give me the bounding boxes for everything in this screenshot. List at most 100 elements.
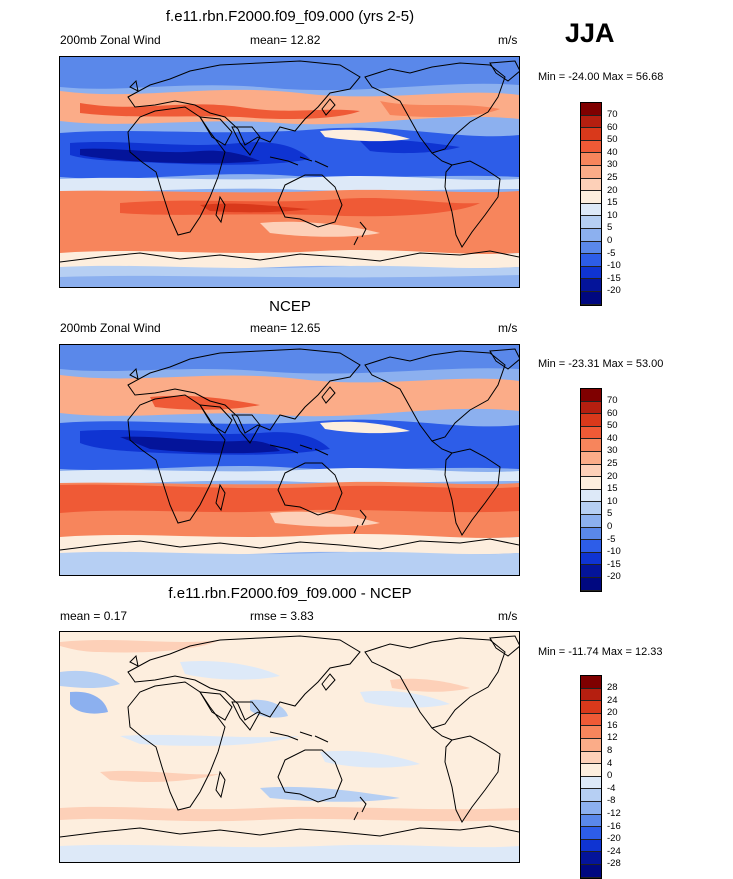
panel-3-swatch [581,839,601,853]
panel-3-swatch [581,827,601,840]
panel-3-swatch [581,688,601,702]
panel-3-legend-label: 4 [607,757,613,769]
panel-2-swatch [581,514,601,528]
panel-1-legend-label: -10 [607,260,621,272]
panel-1-legend-label: -20 [607,285,621,297]
panel-2-left-label: 200mb Zonal Wind [60,321,161,335]
panel-2-legend-label: -10 [607,546,621,558]
panel-2-swatch [581,451,601,465]
panel-1-legend-label: -5 [607,247,616,259]
panel-3-swatch [581,701,601,714]
panel-1-units: m/s [498,33,518,47]
panel-1-legend-label: -15 [607,272,621,284]
panel-3-left-label: mean = 0.17 [60,609,128,623]
panel-2-swatch [581,464,601,478]
panel-2-legend-label: 15 [607,483,618,495]
panel-2-swatch [581,477,601,490]
panel-2-swatch [581,565,601,578]
panel-2-legend-label: -15 [607,558,621,570]
panel-2-legend-label: 10 [607,495,618,507]
panel-2-legend-label: 0 [607,521,613,532]
panel-2-legend-label: 60 [607,407,618,419]
panel-1-swatch [581,191,601,204]
panel-3-legend-label: -28 [607,858,621,870]
panel-1-swatch [581,216,601,229]
panel-3-legend-label: 16 [607,719,618,731]
panel-1-legend-label: 0 [607,235,613,246]
panel-2-swatch [581,502,601,515]
panel-2-legend-label: 20 [607,470,618,482]
panel-1-swatch [581,140,601,154]
panel-3-swatch [581,814,601,828]
panel-3-swatch [581,852,601,865]
panel-1-swatch [581,203,601,217]
panel-1-center-label: mean= 12.82 [250,33,321,47]
panel-2-units: m/s [498,321,518,335]
panel-3-swatch [581,713,601,727]
panel-2-center-label: mean= 12.65 [250,321,321,335]
panel-2-swatch [581,552,601,566]
panel-3-center-label: rmse = 3.83 [250,609,314,623]
panel-2-legend-label: 70 [607,395,618,406]
panel-2-swatch [581,577,601,591]
panel-2-swatch [581,489,601,503]
panel-1-legend-label: 20 [607,184,618,196]
panel-1-swatch [581,228,601,242]
panel-3-swatch [581,776,601,790]
panel-1-colorbar: 70 60 50 40 30 25 20 15 10 5 0 -5 -10 -1… [580,102,621,306]
panel-3-colorbar: 28 24 20 16 12 8 4 0 -4 -8 -12 -16 -20 -… [580,675,621,879]
panel-3-swatch [581,751,601,765]
panel-1-map [59,56,520,288]
panel-1-legend-label: 15 [607,197,618,209]
panel-1-swatch [581,291,601,305]
panel-1-swatch [581,115,601,129]
panel-1-legend-label: 40 [607,146,618,158]
panel-1-swatch [581,178,601,192]
panel-1-swatch [581,165,601,179]
panel-3-swatch [581,726,601,739]
panel-1-swatch [581,128,601,141]
panel-2-title: NCEP [269,298,311,315]
panel-3-legend-label: 8 [607,745,613,756]
panel-2-swatch [581,389,601,402]
panel-3-title: f.e11.rbn.F2000.f09_f09.000 - NCEP [168,585,412,602]
panel-3-minmax: Min = -11.74 Max = 12.33 [538,646,663,658]
panel-2-swatch [581,401,601,415]
panel-3-legend-label: -4 [607,782,616,794]
panel-2-swatch [581,426,601,440]
panel-3-map [59,631,520,863]
panel-1-legend-label: 60 [607,121,618,133]
panel-1-legend-label: 25 [607,172,618,183]
panel-1-swatch [581,241,601,255]
panel-3-swatch [581,801,601,815]
panel-1-legend-label: 5 [607,222,613,234]
panel-1-swatch [581,254,601,267]
panel-3-swatch [581,738,601,752]
panel-3-legend-label: 20 [607,707,618,719]
season-label: JJA [565,18,615,48]
panel-3-legend-label: 12 [607,732,618,744]
panel-1-swatch [581,153,601,166]
panel-2-legend-label: -5 [607,533,616,545]
panel-3-legend-label: -12 [607,808,621,819]
panel-2-map [59,344,520,576]
panel-2-swatch [581,540,601,553]
panel-1-swatch [581,103,601,116]
panel-2-colorbar: 70 60 50 40 30 25 20 15 10 5 0 -5 -10 -1… [580,388,621,592]
panel-3-units: m/s [498,609,518,623]
panel-1-swatch [581,279,601,292]
panel-3-legend-label: -16 [607,820,621,832]
panel-3-legend-label: -20 [607,833,621,845]
panel-2-legend-label: 50 [607,420,618,432]
panel-3-legend-label: -24 [607,845,621,857]
panel-1-left-label: 200mb Zonal Wind [60,33,161,47]
panel-1-legend-label: 10 [607,209,618,221]
panel-3-legend-label: 28 [607,682,618,693]
panel-3-legend-label: 24 [607,694,618,706]
panel-1-swatch [581,266,601,280]
panel-1-legend-label: 30 [607,159,618,171]
panel-3-swatch [581,764,601,777]
panel-1-title: f.e11.rbn.F2000.f09_f09.000 (yrs 2-5) [165,8,415,25]
panel-2-legend-label: -20 [607,571,621,583]
panel-1-legend-label: 50 [607,134,618,146]
